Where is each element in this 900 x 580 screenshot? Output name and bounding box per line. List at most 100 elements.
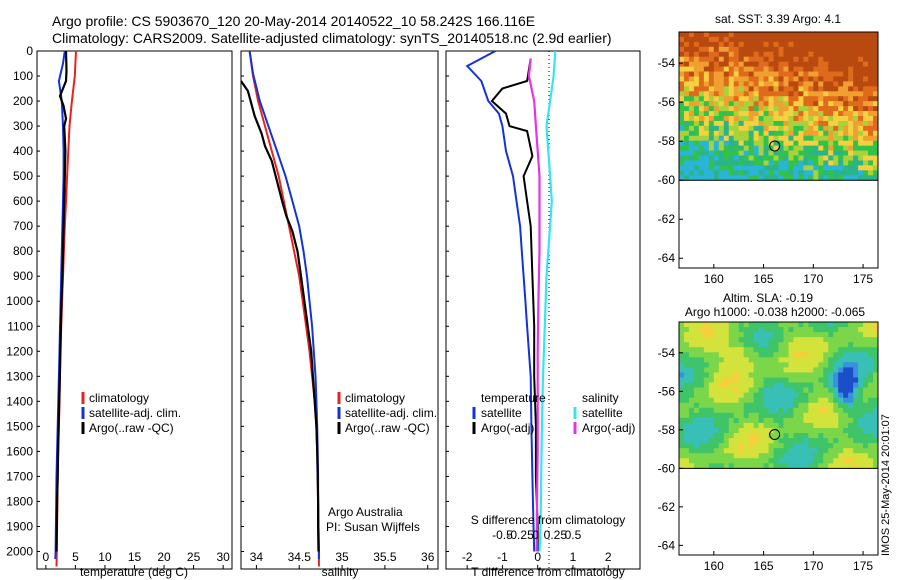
map-cell <box>718 91 725 97</box>
map-cell <box>843 407 849 414</box>
map-cell <box>703 120 710 127</box>
map-cell <box>858 41 864 48</box>
map-cell <box>768 125 774 132</box>
map-cell <box>818 140 824 147</box>
map-cell <box>863 120 869 127</box>
map-y-tick-label: -64 <box>658 251 676 265</box>
map-cell <box>758 322 764 328</box>
map-cell <box>748 357 755 363</box>
map-cell <box>688 438 695 444</box>
map-cell <box>858 417 864 424</box>
map-cell <box>838 443 844 449</box>
map-cell <box>748 427 755 434</box>
map-cell <box>758 422 764 429</box>
map-cell <box>843 36 849 43</box>
map-cell <box>803 91 809 97</box>
map-cell <box>788 150 794 156</box>
map-cell <box>738 71 745 77</box>
map-cell <box>768 61 774 67</box>
map-cell <box>828 116 834 122</box>
map-cell <box>763 175 769 181</box>
map-cell <box>698 402 705 409</box>
map-cell <box>868 51 874 58</box>
map-cell <box>768 81 774 87</box>
map-cell <box>828 382 834 389</box>
map-cell <box>818 438 824 444</box>
map-cell <box>738 130 745 137</box>
map-cell <box>828 347 834 353</box>
map-cell <box>738 51 745 58</box>
map-cell <box>708 66 715 72</box>
map-cell <box>838 433 844 439</box>
map-cell <box>733 32 740 38</box>
map-cell <box>808 372 814 378</box>
map-cell <box>783 342 789 348</box>
map-cell <box>753 66 760 72</box>
map-cell <box>743 32 750 38</box>
map-cell <box>723 322 730 328</box>
map-cell <box>733 101 740 107</box>
map-cell <box>863 342 869 348</box>
map-cell <box>703 448 710 454</box>
map-cell <box>823 387 829 394</box>
map-cell <box>858 412 864 419</box>
map-cell <box>788 407 794 414</box>
map-cell <box>828 101 834 107</box>
map-cell <box>813 322 819 328</box>
map-cell <box>753 352 760 358</box>
map-cell <box>848 352 854 358</box>
map-cell <box>698 342 705 348</box>
map-cell <box>868 327 874 333</box>
map-cell <box>853 392 859 399</box>
map-cell <box>843 140 849 147</box>
map-cell <box>798 427 804 434</box>
map-cell <box>813 337 819 343</box>
map-cell <box>703 352 710 358</box>
map-cell <box>858 96 864 102</box>
map-cell <box>693 155 700 161</box>
map-cell <box>708 165 715 171</box>
map-cell <box>728 51 735 58</box>
map-cell <box>683 130 690 137</box>
map-cell <box>798 46 804 53</box>
map-cell <box>753 407 760 414</box>
map-cell <box>748 140 755 147</box>
map-cell <box>813 175 819 181</box>
map-cell <box>683 106 690 112</box>
map-cell <box>858 160 864 166</box>
map-cell <box>833 397 839 404</box>
map-cell <box>688 392 695 399</box>
map-cell <box>843 438 849 444</box>
legend-label-climatology: climatology <box>345 391 405 405</box>
map-cell <box>833 337 839 343</box>
map-y-tick-label: -58 <box>658 423 676 437</box>
map-cell <box>758 387 764 394</box>
map-cell <box>728 443 735 449</box>
map-cell <box>813 170 819 176</box>
map-cell <box>738 175 745 181</box>
map-cell <box>858 458 864 464</box>
map-cell <box>818 332 824 338</box>
map-cell <box>763 170 769 176</box>
map-cell <box>808 155 814 161</box>
map-cell <box>738 402 745 409</box>
map-cell <box>708 101 715 107</box>
map-cell <box>818 422 824 429</box>
map-cell <box>868 367 874 373</box>
map-cell <box>803 170 809 176</box>
map-cell <box>698 407 705 414</box>
map-cell <box>763 463 769 469</box>
map-cell <box>838 46 844 53</box>
map-cell <box>803 36 809 43</box>
map-cell <box>723 165 730 171</box>
map-cell <box>743 111 750 117</box>
map-cell <box>679 453 685 459</box>
map-cell <box>698 130 705 137</box>
map-cell <box>783 427 789 434</box>
map-cell <box>783 66 789 72</box>
map-cell <box>873 427 879 434</box>
map-cell <box>833 86 839 92</box>
map-cell <box>698 51 705 58</box>
map-cell <box>798 135 804 142</box>
map-cell <box>723 91 730 97</box>
